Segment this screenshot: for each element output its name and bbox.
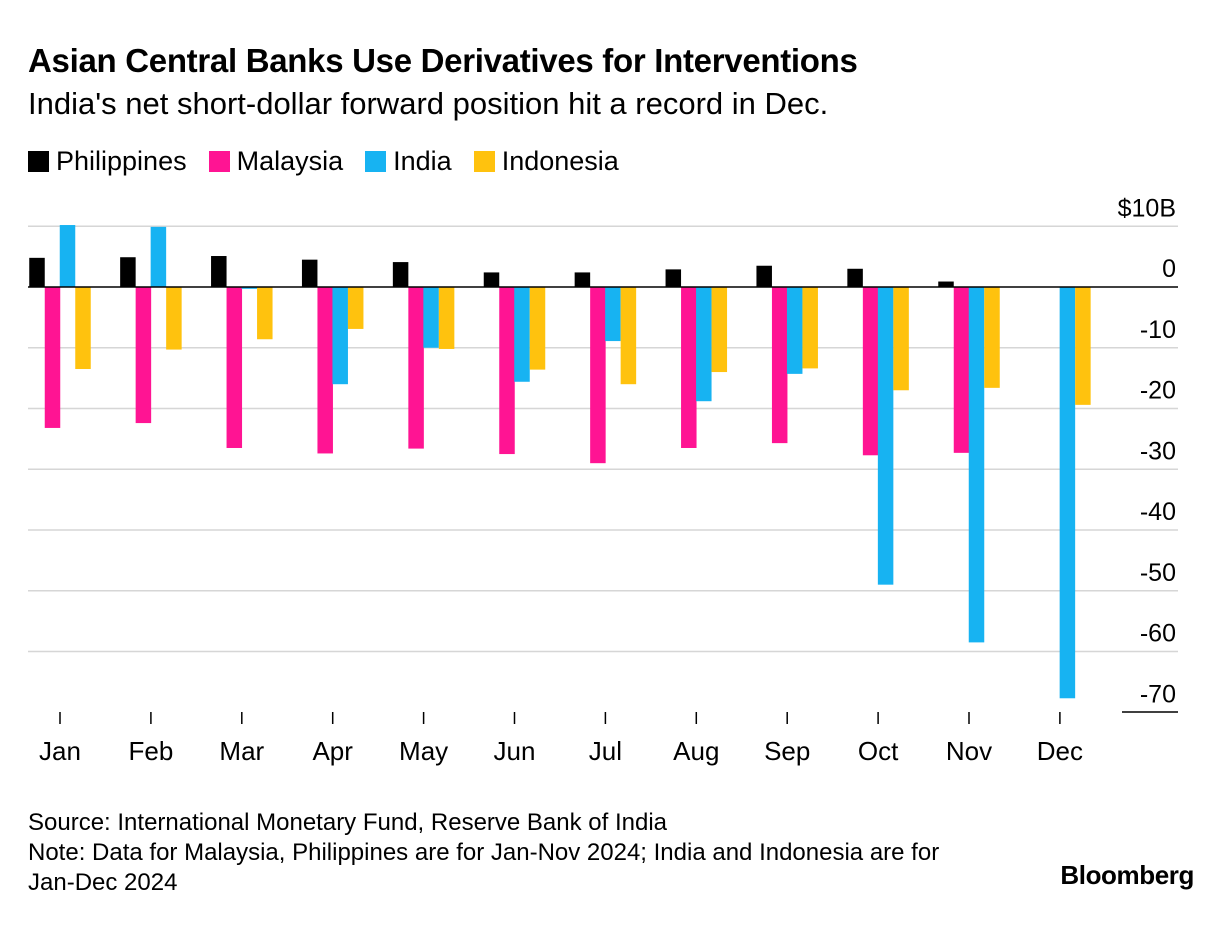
chart-title: Asian Central Banks Use Derivatives for … [28, 42, 858, 79]
x-tick-label: Mar [219, 736, 264, 766]
legend-swatch-india [365, 151, 387, 172]
x-tick-label: Jul [589, 736, 622, 766]
y-tick-label: -50 [1140, 559, 1176, 587]
legend-label-philippines: Philippines [56, 146, 187, 176]
x-tick-label: Jun [494, 736, 536, 766]
bar-philippines-sep [756, 265, 772, 287]
bar-india-may [423, 287, 439, 348]
bar-philippines-feb [120, 257, 136, 287]
bar-philippines-apr [301, 259, 318, 287]
y-tick-label: -60 [1140, 620, 1176, 648]
x-tick-label: Jan [39, 736, 81, 766]
bar-philippines-mar [211, 256, 227, 287]
legend-item-india: India [365, 146, 452, 177]
x-tick-label: Aug [673, 736, 719, 766]
bloomberg-logo: Bloomberg [1060, 860, 1194, 890]
data-note: Note: Data for Malaysia, Philippines are… [28, 839, 940, 896]
bar-indonesia-dec [1075, 287, 1091, 405]
legend-label-indonesia: Indonesia [501, 146, 619, 176]
legend-item-philippines: Philippines [28, 146, 187, 177]
bar-indonesia-may [438, 287, 455, 349]
bar-indonesia-aug [711, 287, 728, 373]
bar-malaysia-oct [862, 287, 879, 456]
bar-indonesia-nov [984, 287, 1000, 388]
legend-swatch-indonesia [473, 151, 495, 172]
bar-malaysia-may [408, 287, 424, 449]
bar-philippines-jun [483, 272, 500, 287]
bar-india-nov [968, 287, 985, 643]
bar-philippines-nov [938, 281, 954, 287]
legend: Philippines Malaysia India Indonesia [28, 146, 641, 177]
bar-india-oct [877, 287, 894, 585]
bar-indonesia-jan [75, 287, 91, 370]
bar-indonesia-jul [620, 287, 637, 385]
x-tick-label: Apr [312, 736, 353, 766]
x-tick-label: Dec [1037, 736, 1083, 766]
bar-india-jul [605, 287, 621, 342]
y-tick-label: -70 [1140, 680, 1176, 708]
bar-india-sep [786, 287, 803, 374]
bar-philippines-oct [847, 268, 863, 287]
bar-indonesia-apr [347, 287, 364, 329]
x-tick-label: May [399, 736, 448, 766]
footer: Source: International Monetary Fund, Res… [28, 808, 968, 898]
bar-philippines-may [392, 262, 409, 287]
legend-swatch-malaysia [208, 151, 230, 172]
bar-indonesia-mar [257, 287, 273, 340]
legend-item-malaysia: Malaysia [208, 146, 344, 177]
bar-malaysia-jul [590, 287, 606, 464]
bar-malaysia-apr [317, 287, 333, 454]
y-tick-label: -40 [1140, 498, 1176, 526]
x-tick-label: Feb [128, 736, 173, 766]
bars [29, 225, 1091, 699]
bar-malaysia-nov [953, 287, 970, 453]
bar-india-feb [150, 226, 167, 287]
bar-indonesia-sep [802, 287, 818, 369]
bar-india-dec [1059, 287, 1076, 699]
y-tick-label: 0 [1162, 255, 1176, 283]
legend-label-india: India [393, 146, 452, 176]
legend-swatch-philippines [28, 151, 49, 172]
bar-malaysia-feb [135, 287, 152, 424]
x-tick-label: Oct [858, 736, 899, 766]
bar-indonesia-feb [166, 287, 182, 350]
bar-indonesia-oct [893, 287, 909, 391]
axes: $10B 0 -10 -20 -30 -40 -50 -60 -70 Jan Feb Mar Apr Ma… [28, 194, 1178, 766]
bar-malaysia-jun [499, 287, 515, 455]
legend-label-malaysia: Malaysia [236, 146, 344, 176]
bar-philippines-jan [29, 257, 45, 287]
bar-chart: $10B 0 -10 -20 -30 -40 -50 -60 -70 Jan Feb Mar Apr Ma… [28, 194, 1178, 766]
bar-india-jun [514, 287, 530, 382]
bar-india-aug [696, 287, 712, 402]
chart-subtitle: India's net short-dollar forward positio… [28, 86, 829, 121]
bar-malaysia-mar [226, 287, 243, 448]
bar-philippines-jul [574, 272, 591, 287]
y-tick-label: -30 [1140, 437, 1176, 465]
y-tick-label: $10B [1118, 194, 1176, 222]
legend-item-indonesia: Indonesia [473, 146, 619, 177]
bar-malaysia-aug [681, 287, 697, 448]
bar-india-mar [241, 287, 258, 289]
bar-malaysia-jan [44, 287, 61, 428]
x-tick-label: Nov [946, 736, 992, 766]
bar-india-jan [59, 225, 76, 287]
x-tick-label: Sep [764, 736, 810, 766]
y-tick-label: -20 [1140, 377, 1176, 405]
source-note: Source: International Monetary Fund, Res… [28, 809, 668, 836]
y-tick-label: -10 [1140, 316, 1176, 344]
bar-malaysia-sep [771, 287, 788, 444]
bar-philippines-aug [665, 269, 682, 287]
bar-indonesia-jun [529, 287, 546, 370]
bar-india-apr [332, 287, 348, 385]
